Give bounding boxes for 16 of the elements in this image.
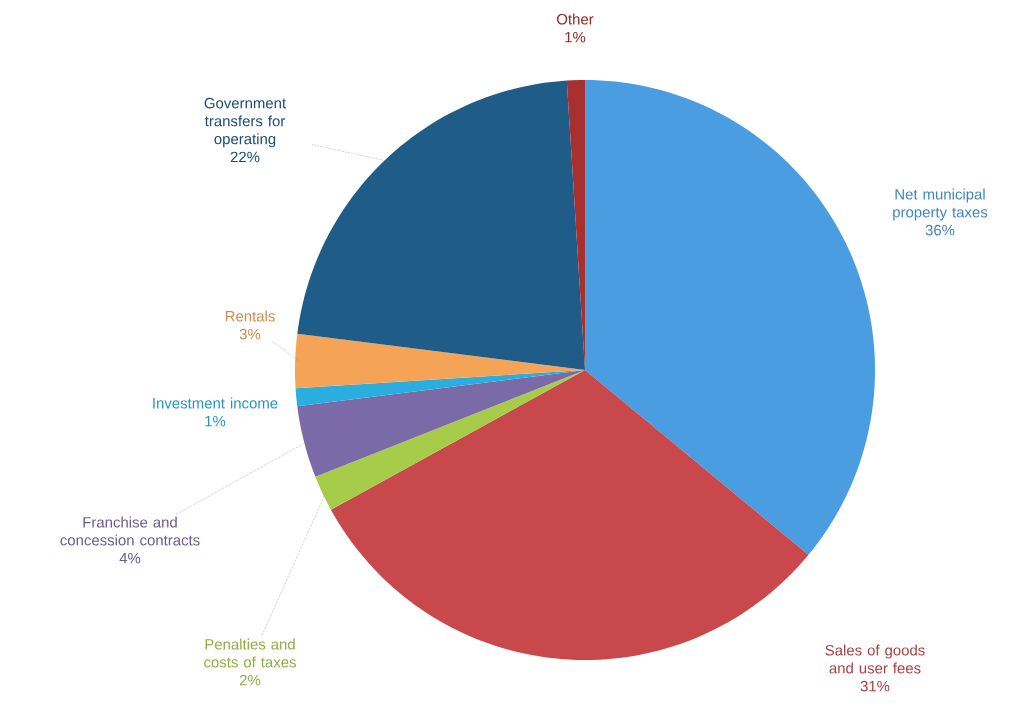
slice-label: Net municipal property taxes xyxy=(893,188,988,221)
slice-label: Government transfers for operating xyxy=(204,97,286,148)
slice-label: Penalties and costs of taxes xyxy=(204,638,296,668)
data-label: 3% xyxy=(239,328,261,340)
data-label: 1% xyxy=(565,31,586,43)
slice-label: Investment income xyxy=(153,397,278,409)
slice-label: Other xyxy=(557,13,594,25)
data-label: 22% xyxy=(230,151,260,163)
data-label: 31% xyxy=(860,680,890,692)
data-label: 1% xyxy=(205,415,226,427)
slice-label: Sales of goods and user fees xyxy=(825,644,925,674)
data-label: 4% xyxy=(119,552,141,564)
slice-label: Rentals xyxy=(225,310,275,322)
slice-label: Franchise and concession contracts xyxy=(60,516,200,546)
data-label: 2% xyxy=(239,674,261,686)
data-label: 36% xyxy=(925,224,955,236)
